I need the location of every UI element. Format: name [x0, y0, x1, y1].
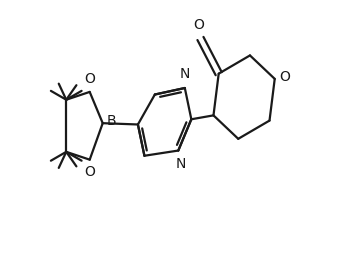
Text: O: O	[84, 72, 95, 86]
Text: N: N	[179, 68, 190, 81]
Text: N: N	[175, 157, 185, 171]
Text: O: O	[279, 70, 290, 84]
Text: O: O	[84, 165, 95, 179]
Text: O: O	[194, 18, 205, 32]
Text: B: B	[107, 114, 116, 128]
